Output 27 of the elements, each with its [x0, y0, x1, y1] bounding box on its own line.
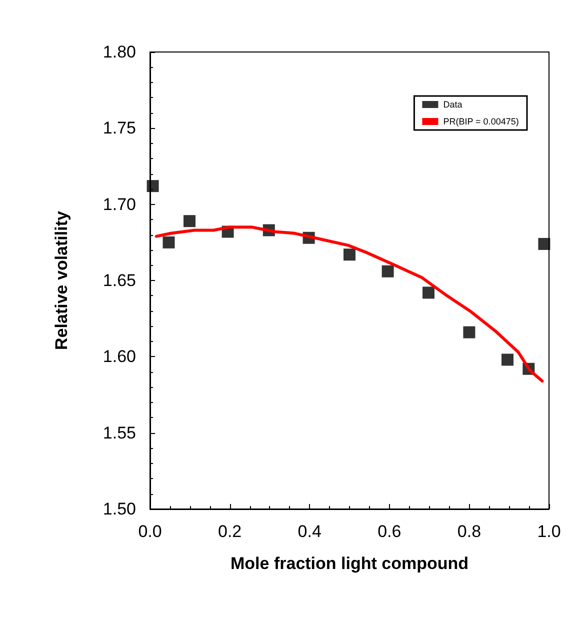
- point: [162, 236, 175, 248]
- legend-label: PR(BIP = 0.00475): [443, 116, 519, 126]
- y-tick-label: 1.75: [102, 118, 136, 138]
- x-tick-label: 0.8: [457, 522, 482, 541]
- line-series: [154, 226, 544, 383]
- y-tick-label: 1.55: [102, 423, 136, 442]
- legend-label: Data: [443, 100, 462, 110]
- x-axis-title: Mole fraction light compound: [230, 554, 468, 573]
- y-tick-label: 1.65: [102, 271, 136, 290]
- x-tick-label: 0.6: [378, 522, 402, 541]
- point: [146, 180, 159, 192]
- y-axis-title: Relative volatility: [52, 210, 71, 350]
- point: [382, 265, 394, 278]
- point: [463, 326, 476, 338]
- point: [184, 215, 196, 228]
- y-tick-label: 1.80: [102, 42, 136, 62]
- y-tick-label: 1.60: [102, 347, 136, 366]
- point: [344, 248, 356, 261]
- y-tick-label: 1.70: [102, 194, 136, 214]
- x-tick-label: 0.0: [138, 522, 162, 541]
- x-tick-label: 0.4: [298, 522, 322, 541]
- x-tick-label: 1.0: [537, 522, 561, 541]
- x-tick-label: 0.2: [218, 522, 242, 541]
- point: [538, 238, 550, 250]
- point: [422, 286, 434, 299]
- point: [502, 354, 514, 366]
- y-tick-label: 1.50: [102, 500, 136, 518]
